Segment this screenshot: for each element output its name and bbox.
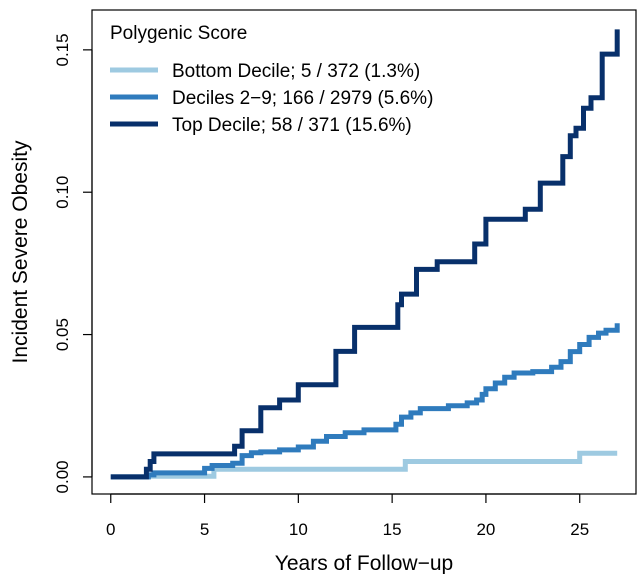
legend: Polygenic Score Bottom Decile; 5 / 372 (1…: [110, 23, 433, 136]
y-tick-label: 0.15: [53, 33, 72, 66]
series-line-3: [110, 29, 620, 480]
x-tick-label: 10: [289, 520, 308, 539]
x-axis: 0 5 10 15 20 25: [106, 493, 589, 539]
x-tick-label: 5: [200, 520, 209, 539]
y-axis-title: Incident Severe Obesity: [9, 140, 32, 363]
plot-lines: [110, 29, 620, 480]
legend-title: Polygenic Score: [110, 23, 247, 44]
plot-frame: [91, 9, 637, 495]
x-tick-label: 20: [476, 520, 495, 539]
x-tick-label: 15: [383, 520, 402, 539]
y-tick-label: 0.05: [53, 318, 72, 351]
x-axis-title: Years of Follow−up: [275, 552, 453, 574]
y-tick-label: 0.00: [53, 460, 72, 493]
legend-label-3: Top Decile; 58 / 371 (15.6%): [172, 115, 412, 136]
legend-label-1: Bottom Decile; 5 / 372 (1.3%): [172, 61, 420, 82]
x-tick-label: 0: [106, 520, 115, 539]
y-axis: 0.00 0.05 0.10 0.15: [53, 33, 93, 493]
legend-label-2: Deciles 2−9; 166 / 2979 (5.6%): [172, 88, 433, 109]
x-tick-label: 25: [570, 520, 589, 539]
series-line-2: [110, 323, 620, 480]
y-tick-label: 0.10: [53, 176, 72, 209]
